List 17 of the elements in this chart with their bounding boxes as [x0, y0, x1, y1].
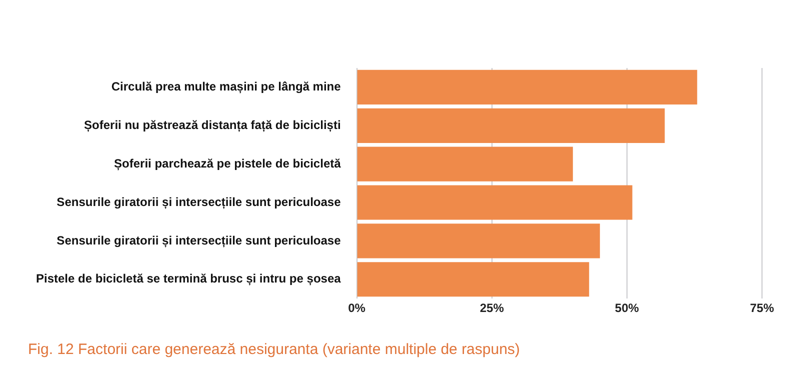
bar — [357, 108, 665, 143]
x-tick-label: 50% — [614, 301, 640, 316]
bar — [357, 185, 632, 220]
bar — [357, 70, 698, 105]
x-tick-label: 25% — [480, 301, 504, 316]
bar — [357, 224, 600, 258]
y-tick-label: Șoferii nu păstrează distanța față de bicicliști — [84, 118, 341, 132]
y-tick-label: Sensurile giratorii și intersecțiile sunt periculoase — [56, 194, 342, 209]
bar — [357, 262, 590, 297]
y-tick-label: Pistele de bicicletă se termină brusc și intru pe șosea — [36, 272, 342, 286]
x-tick-label: 0% — [348, 301, 366, 316]
y-tick-label: Șoferii parchează pe pistele de bicicletă — [114, 156, 342, 170]
x-tick-label: 75% — [750, 301, 774, 316]
y-tick-label: Circulă prea multe mașini pe lângă mine — [111, 80, 342, 94]
bar — [357, 146, 573, 182]
y-tick-label: Sensurile giratorii și intersecțiile sunt periculoase — [56, 233, 342, 248]
text: Fig. 12 Factorii care generează nesiguranta (variante multiple de raspuns) — [28, 341, 520, 358]
